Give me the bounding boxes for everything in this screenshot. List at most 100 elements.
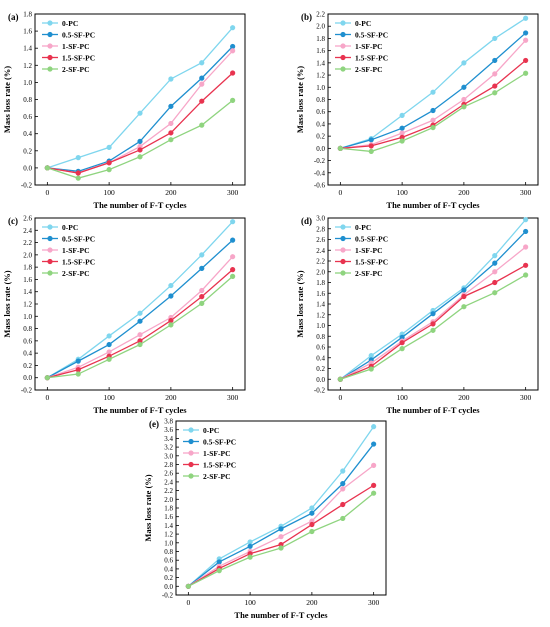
data-point [368, 353, 374, 359]
y-tick-label: 0.4 [23, 130, 32, 138]
plot-frame [34, 217, 246, 391]
legend-label: 2-SF-PC [355, 65, 383, 74]
data-point [137, 310, 143, 316]
series-line [188, 492, 375, 587]
data-point [185, 583, 191, 589]
legend-swatch-marker [47, 20, 53, 26]
data-point [106, 160, 112, 166]
y-tick-label: 1.2 [316, 72, 325, 80]
data-point [309, 505, 315, 511]
data-point [75, 367, 81, 373]
y-tick-label: 1.0 [316, 322, 325, 330]
y-tick-label: 1.8 [316, 35, 325, 43]
legend-item: 0-PC [183, 426, 219, 435]
data-point [461, 293, 467, 300]
data-point [523, 228, 529, 235]
x-tick-label: 100 [103, 393, 115, 402]
series-2-SF-PC [185, 490, 377, 589]
data-point [44, 165, 50, 171]
data-point [199, 75, 205, 81]
plot-frame [327, 13, 539, 186]
x-tick-label: 300 [520, 188, 532, 197]
legend-swatch-marker [47, 66, 53, 72]
data-point [106, 349, 112, 355]
data-point [430, 327, 436, 333]
y-tick-label: 1.8 [316, 279, 325, 287]
data-point [199, 98, 205, 104]
y-tick-label: 0.8 [23, 96, 32, 104]
data-point [523, 244, 529, 250]
data-point [216, 568, 222, 574]
legend-label: 1-SF-PC [355, 42, 383, 51]
legend-label: 0-PC [355, 19, 371, 28]
data-point [106, 167, 112, 173]
y-tick-label: 1.6 [164, 513, 173, 521]
legend-label: 1-SF-PC [62, 246, 90, 255]
legend-item: 0.5-SF-PC [335, 234, 388, 243]
data-point [137, 341, 143, 348]
legend-item: 0-PC [42, 19, 78, 28]
legend-label: 2-SF-PC [62, 269, 90, 278]
y-tick-label: 3.0 [316, 215, 325, 223]
x-tick-label: 0 [45, 188, 49, 197]
y-tick-label: 0.6 [316, 344, 325, 352]
data-point [399, 346, 405, 352]
data-point [247, 543, 253, 549]
legend-swatch-marker [188, 427, 194, 433]
data-point [461, 96, 467, 103]
data-point [523, 30, 529, 36]
data-point [337, 376, 343, 382]
legend-label: 1.5-SF-PC [203, 460, 236, 469]
data-point [278, 526, 284, 532]
y-tick-label: 1.0 [23, 313, 32, 321]
series-2-SF-PC [44, 97, 236, 181]
y-tick-label: 0.0 [316, 376, 325, 384]
legend: 0-PC 0.5-SF-PC 1-SF-PC 1.5-SF-PC 2-SF-PC [335, 19, 388, 74]
series-line [340, 274, 526, 380]
y-tick-label: 0.0 [164, 583, 173, 591]
legend-label: 2-SF-PC [355, 269, 383, 278]
data-point [523, 37, 529, 43]
y-tick-label: 0.0 [23, 374, 32, 382]
legend-label: 0.5-SF-PC [203, 437, 236, 446]
y-tick-label: 0.4 [23, 350, 32, 358]
data-point [106, 144, 112, 150]
y-tick-label: 0.8 [316, 96, 325, 104]
y-tick-label: 0.4 [316, 120, 325, 128]
legend-swatch-marker [340, 235, 346, 242]
data-point [368, 143, 374, 149]
panel-label: (d) [301, 216, 312, 226]
x-tick-label: 200 [165, 393, 177, 402]
y-tick-label: 0.8 [316, 333, 325, 341]
y-axis-title: Mass loss rate (%) [2, 270, 12, 337]
legend-item: 2-SF-PC [42, 269, 90, 278]
y-tick-label: 2.0 [316, 268, 325, 276]
legend-item: 0.5-SF-PC [42, 30, 95, 39]
data-point [309, 528, 315, 535]
data-point [199, 60, 205, 66]
legend-item: 1.5-SF-PC [183, 460, 236, 469]
y-tick-label: 2.2 [316, 258, 325, 266]
data-point [199, 81, 205, 87]
data-point [168, 103, 174, 109]
y-tick-label: 1.4 [316, 301, 325, 309]
y-tick-label: 3.8 [164, 418, 173, 426]
data-point [168, 282, 174, 289]
data-point [168, 322, 174, 328]
series-0.5-SF-PC [185, 441, 377, 589]
y-tick-label: 2.0 [23, 251, 32, 259]
y-tick-label: 1.0 [164, 539, 173, 547]
x-tick-label: 300 [227, 393, 239, 402]
x-tick-label: 0 [338, 188, 342, 197]
data-point [492, 35, 498, 42]
y-tick-label: 2.6 [23, 215, 32, 223]
data-point [371, 490, 377, 496]
data-point [199, 265, 205, 271]
y-tick-label: 0.2 [23, 147, 32, 155]
data-point [199, 294, 205, 300]
x-tick-label: 300 [368, 598, 380, 607]
x-tick-label: 100 [244, 598, 256, 607]
legend-swatch-marker [47, 54, 53, 61]
data-point [75, 175, 81, 181]
y-tick-label: 0.6 [23, 337, 32, 345]
